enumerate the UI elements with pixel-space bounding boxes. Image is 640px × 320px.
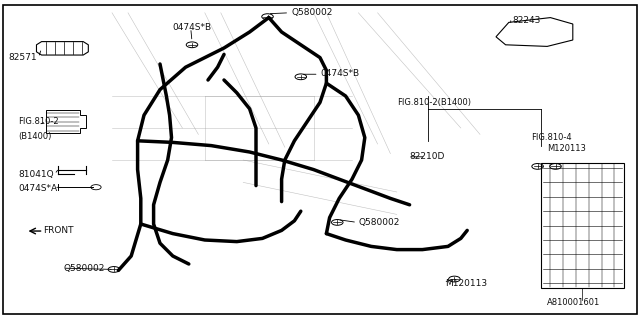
Text: M120113: M120113 bbox=[445, 279, 487, 288]
Text: 0474S*B: 0474S*B bbox=[320, 69, 359, 78]
Text: Q580002: Q580002 bbox=[358, 218, 400, 227]
Text: FIG.810-2: FIG.810-2 bbox=[18, 117, 58, 126]
Text: 82210D: 82210D bbox=[410, 152, 445, 161]
Text: 0474S*B: 0474S*B bbox=[173, 23, 212, 32]
Text: (B1400): (B1400) bbox=[18, 132, 51, 140]
Text: 0474S*A: 0474S*A bbox=[18, 184, 57, 193]
Text: FIG.810-2(B1400): FIG.810-2(B1400) bbox=[397, 98, 471, 107]
Text: 82571: 82571 bbox=[8, 53, 37, 62]
Text: A810001601: A810001601 bbox=[547, 298, 600, 307]
Text: FRONT: FRONT bbox=[44, 226, 74, 235]
Text: 82243: 82243 bbox=[512, 16, 540, 25]
Text: Q580002: Q580002 bbox=[291, 8, 333, 17]
Text: M120113: M120113 bbox=[547, 144, 586, 153]
Text: 81041Q: 81041Q bbox=[18, 170, 54, 179]
Text: Q580002: Q580002 bbox=[64, 264, 106, 273]
Text: FIG.810-4: FIG.810-4 bbox=[531, 133, 572, 142]
